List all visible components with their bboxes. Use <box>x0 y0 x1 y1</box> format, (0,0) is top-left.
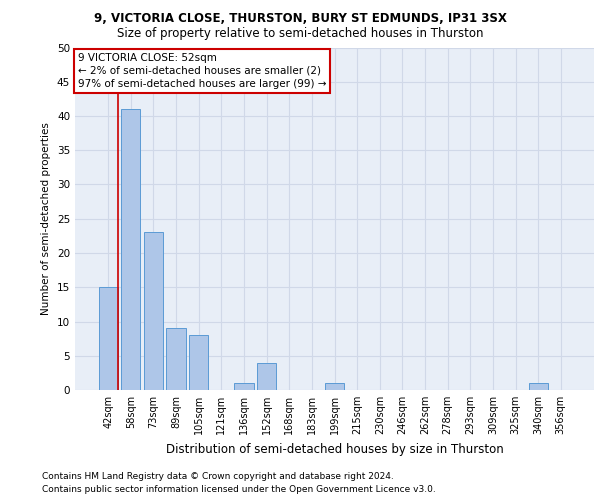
Text: Size of property relative to semi-detached houses in Thurston: Size of property relative to semi-detach… <box>117 28 483 40</box>
Bar <box>235 383 254 390</box>
Bar <box>257 362 276 390</box>
Bar <box>325 383 344 390</box>
Text: 9, VICTORIA CLOSE, THURSTON, BURY ST EDMUNDS, IP31 3SX: 9, VICTORIA CLOSE, THURSTON, BURY ST EDM… <box>94 12 506 26</box>
Text: Contains HM Land Registry data © Crown copyright and database right 2024.: Contains HM Land Registry data © Crown c… <box>42 472 394 481</box>
Bar <box>166 328 186 390</box>
Bar <box>144 232 163 390</box>
Text: Contains public sector information licensed under the Open Government Licence v3: Contains public sector information licen… <box>42 485 436 494</box>
Y-axis label: Number of semi-detached properties: Number of semi-detached properties <box>41 122 52 315</box>
Bar <box>189 335 208 390</box>
Bar <box>121 109 140 390</box>
X-axis label: Distribution of semi-detached houses by size in Thurston: Distribution of semi-detached houses by … <box>166 442 503 456</box>
Bar <box>529 383 548 390</box>
Bar <box>98 287 118 390</box>
Text: 9 VICTORIA CLOSE: 52sqm
← 2% of semi-detached houses are smaller (2)
97% of semi: 9 VICTORIA CLOSE: 52sqm ← 2% of semi-det… <box>77 52 326 89</box>
